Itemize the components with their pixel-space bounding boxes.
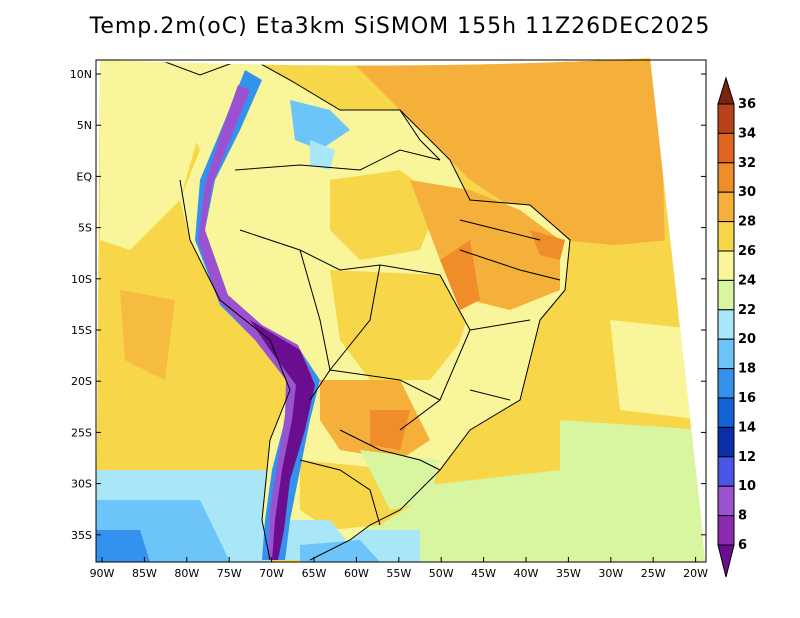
- lon-label: 50W: [429, 567, 454, 580]
- lon-label: 75W: [217, 567, 242, 580]
- longitude-axis: 90W 85W 80W 75W 70W 65W 60W 55W 50W 45W 40W 35W 30W 2…: [90, 557, 708, 580]
- colorbar-label: 16: [738, 391, 756, 406]
- colorbar-label: 8: [738, 509, 747, 524]
- lat-label: 10N: [70, 68, 92, 81]
- colorbar-segment: [717, 250, 735, 281]
- lon-label: 85W: [132, 567, 157, 580]
- colorbar-segment: [717, 368, 735, 399]
- colorbar-label: 20: [738, 332, 756, 347]
- lon-label: 30W: [598, 567, 623, 580]
- colorbar-label: 26: [738, 244, 756, 259]
- colorbar-segment: [717, 162, 735, 193]
- lat-label: 20S: [71, 375, 92, 388]
- colorbar-label: 10: [738, 479, 756, 494]
- lat-label: 35S: [71, 529, 92, 542]
- colorbar-label: 36: [738, 97, 756, 112]
- colorbar-label: 24: [738, 273, 756, 288]
- colorbar-label: 6: [738, 538, 747, 553]
- colorbar-label: 18: [738, 362, 756, 377]
- lon-label: 25W: [641, 567, 666, 580]
- lon-label: 55W: [386, 567, 411, 580]
- lat-label: 25S: [71, 426, 92, 439]
- colorbar-label: 22: [738, 303, 756, 318]
- colorbar-segment: [717, 426, 735, 458]
- lat-label: 30S: [71, 478, 92, 491]
- lon-label: 65W: [302, 567, 327, 580]
- colorbar-segment: [717, 309, 735, 340]
- colorbar-segment: [717, 397, 735, 428]
- lat-label: 15S: [71, 324, 92, 337]
- colorbar-label: 30: [738, 185, 756, 200]
- lon-label: 20W: [683, 567, 708, 580]
- lat-label: 5S: [78, 222, 92, 235]
- colorbar-segment: [717, 221, 735, 252]
- colorbar-segment: [717, 485, 735, 517]
- lon-label: 80W: [174, 567, 199, 580]
- lon-label: 35W: [556, 567, 581, 580]
- colorbar-label: 12: [738, 450, 756, 465]
- colorbar-bottom-arrow: [717, 544, 735, 578]
- lon-label: 90W: [90, 567, 115, 580]
- colorbar-segment: [717, 338, 735, 370]
- lon-label: 60W: [344, 567, 369, 580]
- latitude-axis: 10N 5N EQ 5S 10S 15S 20S 25S 30S 35S: [70, 68, 706, 542]
- colorbar-segment: [717, 279, 735, 311]
- map-title: Temp.2m(oC) Eta3km SiSMOM 155h 11Z26DEC2…: [89, 14, 711, 39]
- lat-label: 5N: [77, 119, 92, 132]
- colorbar-segment: [717, 515, 735, 546]
- colorbar-top-arrow: [717, 76, 735, 105]
- colorbar-label: 34: [738, 126, 756, 141]
- colorbar-label: 28: [738, 215, 756, 230]
- colorbar-segment: [717, 191, 735, 223]
- lat-label: EQ: [76, 170, 92, 183]
- lat-label: 10S: [71, 273, 92, 286]
- lon-label: 45W: [471, 567, 496, 580]
- colorbar-segment: [717, 103, 735, 134]
- map-frame: [95, 59, 707, 563]
- lon-label: 40W: [514, 567, 539, 580]
- colorbar: 6 8 10 12 14 16 18 20 22 24 26 28 30 32 34 36: [717, 76, 756, 578]
- lon-label: 70W: [259, 567, 284, 580]
- colorbar-label: 32: [738, 156, 756, 171]
- colorbar-segment: [717, 456, 735, 487]
- colorbar-segment: [717, 132, 735, 164]
- temperature-field: [96, 58, 705, 562]
- colorbar-label: 14: [738, 420, 756, 435]
